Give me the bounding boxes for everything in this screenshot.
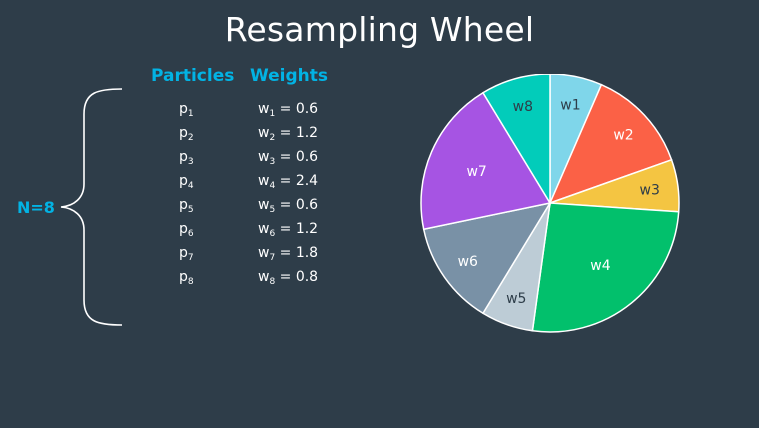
table-row: p5 w5 = 0.6 <box>0 197 360 221</box>
pie-label-w6: w6 <box>458 254 478 270</box>
pie-label-w1: w1 <box>560 97 580 113</box>
table-row: p2 w2 = 1.2 <box>0 125 360 149</box>
particle-label: p4 <box>179 173 194 191</box>
pie-slice-w2 <box>548 83 673 205</box>
particle-label: p3 <box>179 149 194 167</box>
particle-label: p1 <box>179 101 194 119</box>
pie-slice-w8 <box>481 74 551 206</box>
weight-label: w3 = 0.6 <box>258 149 319 167</box>
resampling-wheel-chart: w1 w2 w3 w4 w5 w6 w7 w8 <box>420 74 680 333</box>
weight-label: w5 = 0.6 <box>258 197 319 215</box>
brace-icon <box>60 88 123 326</box>
weight-label: w1 = 0.6 <box>258 101 319 119</box>
particle-label: p5 <box>179 197 194 215</box>
particle-label: p6 <box>179 221 194 239</box>
table-row: p4 w4 = 2.4 <box>0 173 360 197</box>
weight-label: w7 = 1.8 <box>258 245 319 263</box>
pie-label-w8: w8 <box>513 99 533 115</box>
particle-label: p2 <box>179 125 194 143</box>
table-row: p8 w8 = 0.8 <box>0 269 360 293</box>
pie-label-w2: w2 <box>613 127 633 143</box>
page-title: Resampling Wheel <box>224 10 535 49</box>
pie-label-w5: w5 <box>506 291 526 307</box>
pie-slice-w4 <box>531 202 680 333</box>
weight-label: w8 = 0.8 <box>258 269 319 287</box>
table-row: p7 w7 = 1.8 <box>0 245 360 269</box>
table-row: p6 w6 = 1.2 <box>0 221 360 245</box>
weight-label: w6 = 1.2 <box>258 221 319 239</box>
table-row: p3 w3 = 0.6 <box>0 149 360 173</box>
table-row: p1 w1 = 0.6 <box>0 101 360 125</box>
pie-label-w7: w7 <box>466 164 486 180</box>
weights-header: Weights <box>250 66 329 86</box>
pie-slice-w7 <box>420 91 552 231</box>
particle-label: p7 <box>179 245 194 263</box>
particle-label: p8 <box>179 269 194 287</box>
pie-slice-w6 <box>422 201 552 315</box>
weight-label: w4 = 2.4 <box>258 173 319 191</box>
particles-header: Particles <box>151 66 235 86</box>
weight-label: w2 = 1.2 <box>258 125 319 143</box>
n-label: N=8 <box>17 198 55 217</box>
pie-label-w3: w3 <box>640 182 660 198</box>
pie-label-w4: w4 <box>590 258 610 274</box>
